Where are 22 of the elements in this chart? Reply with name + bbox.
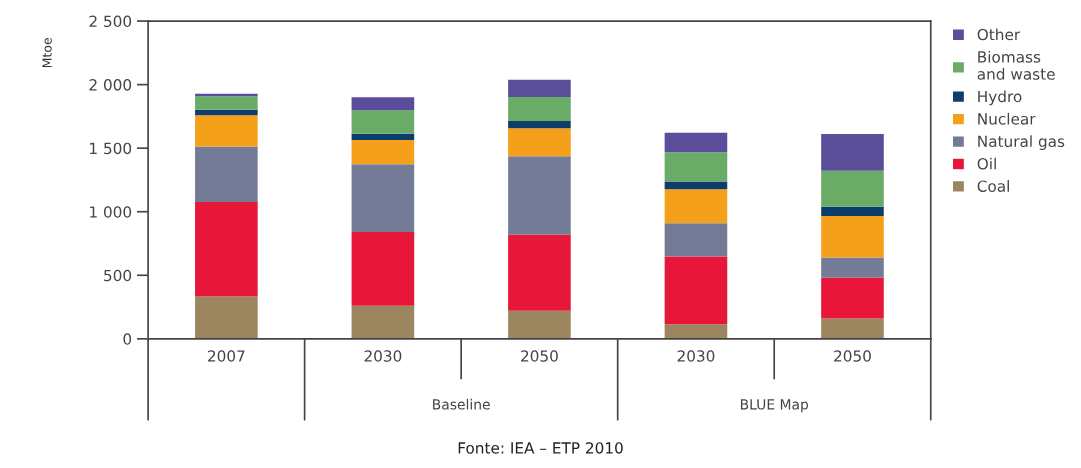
- x-tick-label: 2050: [521, 350, 558, 362]
- x-tick-label: 2030: [364, 350, 402, 362]
- y-tick-label: 2 500: [89, 15, 132, 28]
- legend-label: Hydro: [978, 90, 1022, 106]
- legend-label: Natural gas: [978, 135, 1065, 151]
- y-tick-label: 2 000: [89, 79, 132, 91]
- y-tick-label: 500: [104, 269, 132, 282]
- x-tick-label: 2050: [834, 350, 871, 362]
- y-tick-label: 0: [123, 333, 132, 345]
- legend-label: Biomass and waste: [977, 50, 1055, 80]
- x-tick-label: 2007: [208, 350, 245, 362]
- y-tick-label: 1 000: [90, 206, 132, 218]
- legend-label: Oil: [977, 157, 996, 170]
- legend-label: Nuclear: [978, 112, 1036, 125]
- text: Baseline: [433, 398, 490, 410]
- y-tick-label: 1 500: [90, 142, 132, 155]
- legend-label: Other: [977, 28, 1021, 41]
- x-tick-label: 2030: [677, 350, 715, 362]
- y-axis-title: Mtoe: [42, 37, 52, 68]
- legend-label: Coal: [977, 180, 1009, 192]
- source-note: Fonte: IEA – ETP 2010: [458, 442, 623, 454]
- text: BLUE Map: [740, 399, 809, 413]
